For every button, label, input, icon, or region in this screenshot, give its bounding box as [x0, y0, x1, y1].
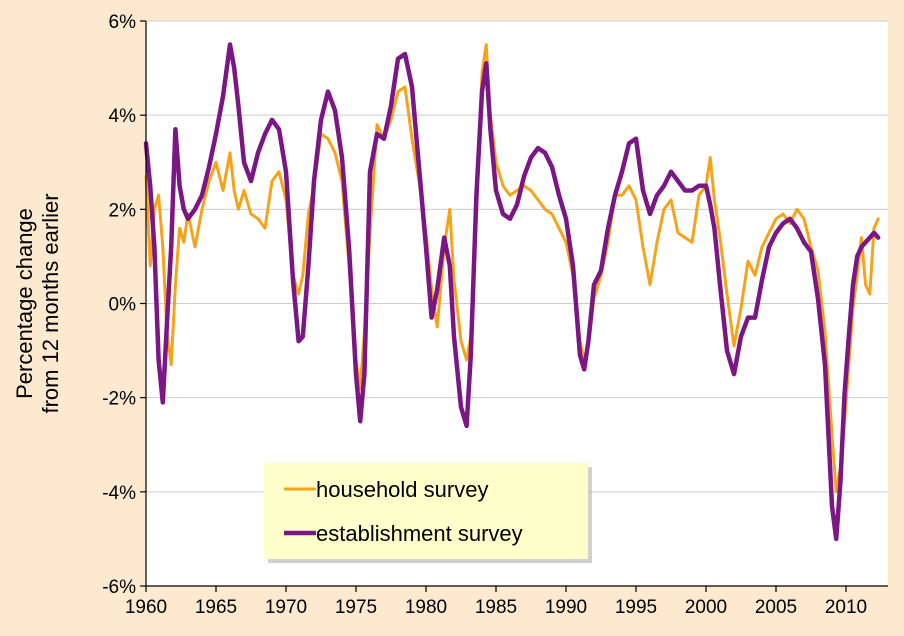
legend-box [264, 463, 588, 559]
x-tick-label: 1995 [615, 597, 657, 618]
series-line-household [144, 43, 880, 494]
y-tick-label: 0% [109, 295, 137, 316]
y-axis-title-line: from 12 months earlier [38, 193, 63, 413]
y-tick-label: 4% [109, 106, 137, 127]
legend-label: household survey [316, 477, 488, 502]
x-tick-label: 2010 [825, 597, 867, 618]
y-tick-label: -6% [102, 577, 136, 598]
x-tick-label: 2005 [755, 597, 797, 618]
legend: household survey establishment survey [264, 463, 592, 563]
x-tick-label: 1980 [405, 597, 447, 618]
series-lines [143, 42, 881, 542]
x-tick-label: 1990 [545, 597, 587, 618]
x-tick-label: 1960 [125, 597, 167, 618]
legend-label: establishment survey [316, 521, 523, 546]
y-axis-title: Percentage changefrom 12 months earlier [12, 193, 63, 413]
x-tick-label: 1975 [335, 597, 377, 618]
y-tick-label: -4% [102, 483, 136, 504]
y-axis-title-line: Percentage change [12, 208, 37, 399]
x-tick-label: 1985 [475, 597, 517, 618]
x-tick-label: 2000 [685, 597, 727, 618]
y-tick-label: 6% [109, 12, 137, 33]
series-line-establishment [143, 42, 881, 542]
x-tick-label: 1965 [195, 597, 237, 618]
y-axis-title-text: Percentage changefrom 12 months earlier [12, 193, 63, 413]
axes: 6% 4% 2% 0% -2% -4% -6%1960 1965 1970 1975 1980 198… [102, 12, 888, 618]
y-tick-label: 2% [109, 200, 137, 221]
y-tick-label: -2% [102, 389, 136, 410]
x-tick-label: 1970 [265, 597, 307, 618]
